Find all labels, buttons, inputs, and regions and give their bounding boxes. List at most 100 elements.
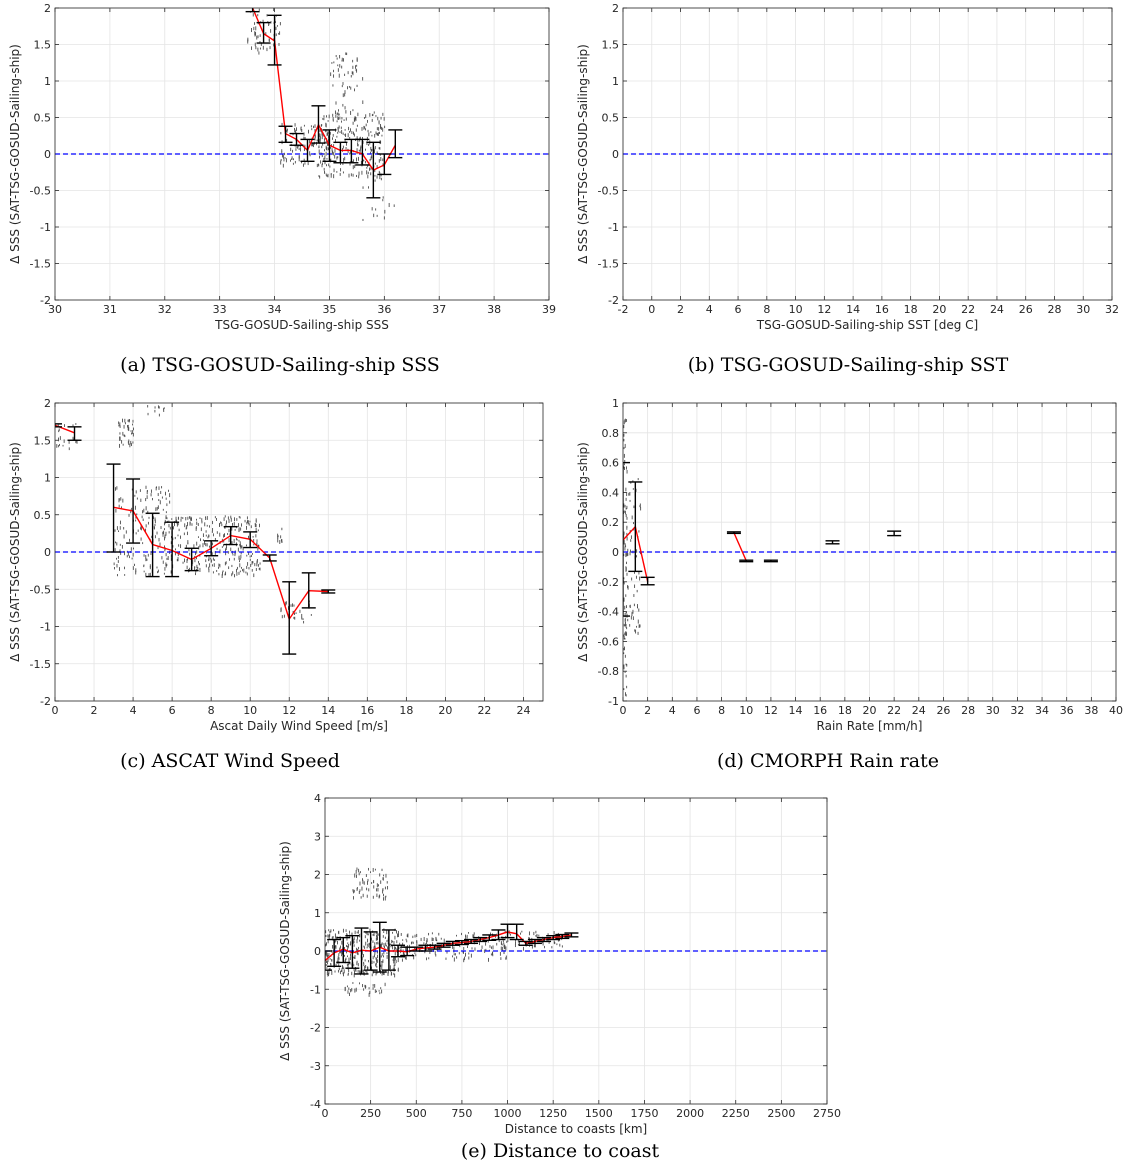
scatter-point	[554, 941, 556, 945]
error-bar	[355, 138, 370, 166]
scatter-point	[178, 528, 180, 532]
scatter-point	[625, 507, 627, 510]
scatter-point	[492, 954, 494, 957]
scatter-point	[127, 425, 128, 428]
scatter-point	[394, 973, 396, 978]
scatter-point	[256, 560, 258, 564]
scatter-point	[231, 573, 233, 577]
scatter-point	[286, 130, 288, 133]
scatter-point	[232, 553, 234, 556]
x-axis-label: TSG-GOSUD-Sailing-ship SSS	[214, 318, 389, 332]
scatter-point	[326, 115, 327, 118]
scatter-point	[197, 536, 199, 538]
scatter-point	[303, 158, 305, 162]
scatter-point	[228, 566, 230, 570]
scatter-point	[268, 21, 270, 26]
scatter-point	[174, 552, 176, 556]
scatter-point	[120, 497, 122, 501]
scatter-point	[167, 556, 169, 561]
x-axis-label: Rain Rate [mm/h]	[817, 719, 923, 733]
scatter-point	[325, 173, 327, 176]
scatter-point	[337, 128, 339, 133]
scatter-point	[347, 942, 349, 945]
scatter-point	[332, 133, 334, 137]
scatter-point	[635, 625, 637, 628]
scatter-point	[324, 155, 326, 160]
scatter-point	[638, 530, 640, 533]
scatter-point	[183, 532, 185, 536]
scatter-point	[329, 165, 331, 168]
scatter-point	[325, 145, 327, 149]
scatter-point	[326, 967, 328, 969]
scatter-point	[279, 22, 281, 26]
scatter-point	[258, 544, 260, 548]
y-tick-label: 1	[612, 75, 619, 88]
scatter-point	[59, 436, 61, 440]
scatter-point	[626, 525, 628, 528]
scatter-point	[517, 939, 519, 943]
scatter-point	[377, 116, 379, 121]
error-bar	[464, 938, 479, 945]
scatter-point	[208, 568, 210, 573]
scatter-point	[373, 213, 375, 218]
scatter-point	[132, 419, 134, 423]
scatter-point	[176, 522, 178, 527]
scatter-point	[339, 116, 341, 120]
scatter-point	[198, 560, 199, 564]
scatter-point	[163, 530, 165, 535]
scatter-point	[463, 946, 465, 951]
scatter-point	[195, 572, 196, 576]
scatter-point	[304, 137, 306, 141]
scatter-point	[227, 533, 229, 535]
scatter-point	[177, 534, 179, 537]
scatter-point	[337, 956, 339, 959]
scatter-point	[371, 207, 373, 211]
scatter-point	[346, 963, 348, 966]
scatter-point	[379, 147, 381, 150]
scatter-point	[262, 45, 264, 50]
scatter-point	[636, 549, 638, 553]
scatter-point	[633, 594, 635, 597]
scatter-point	[360, 145, 362, 149]
scatter-point	[218, 563, 220, 567]
chart-a: 30 31 32 33 34 35 36 37 38 39-2-1.5-1-0.500.511.5…	[8, 2, 556, 332]
scatter-point	[363, 117, 365, 119]
scatter-point	[277, 538, 279, 543]
scatter-point	[361, 126, 363, 131]
scatter-point	[116, 557, 117, 560]
scatter-point	[301, 616, 303, 620]
scatter-point	[259, 34, 261, 37]
scatter-point	[253, 539, 255, 542]
error-bar	[262, 554, 277, 562]
scatter-point	[353, 938, 355, 942]
scatter-point	[327, 958, 329, 962]
scatter-point	[347, 133, 349, 138]
scatter-point	[323, 157, 325, 161]
scatter-point	[164, 536, 165, 541]
scatter-point	[192, 560, 194, 564]
scatter-point	[426, 938, 428, 943]
scatter-point	[398, 933, 400, 938]
scatter-point	[147, 405, 149, 408]
scatter-point	[236, 538, 238, 541]
scatter-point	[123, 534, 125, 539]
scatter-point	[246, 544, 247, 547]
scatter-point	[189, 567, 191, 572]
scatter-point	[346, 985, 348, 988]
scatter-point	[290, 604, 292, 607]
scatter-point	[128, 555, 130, 559]
scatter-point	[357, 929, 359, 934]
scatter-point	[367, 867, 369, 871]
scatter-point	[282, 153, 284, 158]
scatter-point	[326, 132, 328, 137]
scatter-point	[375, 972, 377, 976]
scatter-point	[248, 523, 250, 526]
scatter-point	[337, 969, 339, 973]
scatter-point	[328, 929, 330, 932]
scatter-point	[158, 537, 160, 542]
scatter-point	[166, 563, 168, 566]
scatter-point	[625, 419, 627, 422]
scatter-point	[196, 518, 197, 521]
scatter-point	[163, 521, 165, 526]
scatter-point	[189, 516, 190, 519]
